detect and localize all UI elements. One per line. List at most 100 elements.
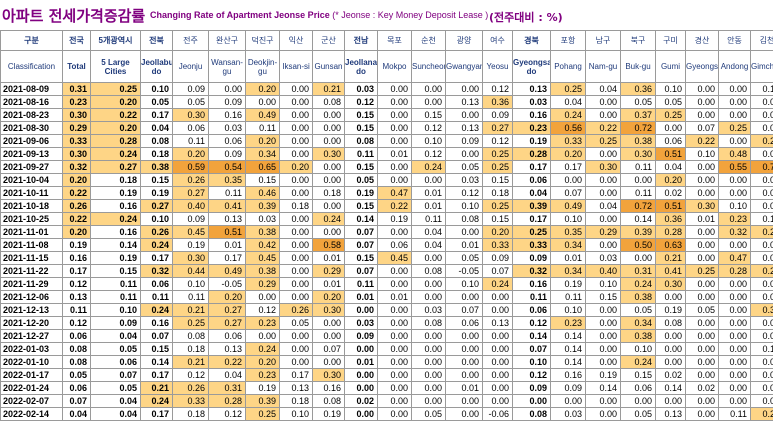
table-cell: 0.08 xyxy=(62,342,91,356)
table-cell: 0.00 xyxy=(585,316,621,330)
table-cell: 0.13 xyxy=(208,212,246,226)
table-cell: 0.00 xyxy=(750,173,773,187)
table-cell: 0.11 xyxy=(344,147,378,161)
table-cell: 0.27 xyxy=(90,160,141,174)
table-cell: 0.19 xyxy=(312,407,345,421)
column-header-en: Gwangyang xyxy=(445,50,483,83)
table-cell: 0.22 xyxy=(62,186,91,200)
table-cell: 0.14 xyxy=(585,381,621,395)
table-cell: 0.24 xyxy=(245,342,280,356)
table-cell: 0.36 xyxy=(482,95,513,109)
table-cell: 0.10 xyxy=(512,355,551,369)
table-cell: 0.38 xyxy=(620,290,656,304)
table-cell: 0.07 xyxy=(685,121,719,135)
table-cell: 0.24 xyxy=(620,355,656,369)
table-cell: 0.45 xyxy=(377,251,412,265)
table-cell: 0.03 xyxy=(445,173,483,187)
table-cell: 0.22 xyxy=(377,199,412,213)
table-cell: 0.00 xyxy=(655,394,686,408)
column-header-ko: 전주 xyxy=(172,30,209,51)
table-cell: 0.19 xyxy=(344,186,378,200)
table-cell: 0.00 xyxy=(445,147,483,161)
column-header-ko: 5개광역시 xyxy=(90,30,141,51)
table-cell: 0.24 xyxy=(750,264,773,278)
table-cell: 0.00 xyxy=(411,95,446,109)
table-cell: 0.10 xyxy=(140,212,173,226)
table-cell: 0.00 xyxy=(620,251,656,265)
table-cell: 0.25 xyxy=(655,108,686,122)
table-cell: 0.00 xyxy=(685,316,719,330)
table-cell: 0.17 xyxy=(279,368,313,382)
table-cell: 0.00 xyxy=(620,173,656,187)
table-row: 2021-10-11 0.22 0.19 0.19 0.27 0.11 0.46 0.00 0.… xyxy=(0,186,773,200)
table-cell: 0.15 xyxy=(482,173,513,187)
column-header-ko: 덕진구 xyxy=(245,30,280,51)
table-cell: 0.00 xyxy=(482,368,513,382)
table-cell: 0.00 xyxy=(411,329,446,343)
table-cell: 0.07 xyxy=(344,238,378,252)
table-cell: 0.22 xyxy=(62,212,91,226)
column-header-en: Nam-gu xyxy=(585,50,621,83)
table-cell: 0.00 xyxy=(585,147,621,161)
table-cell: 0.30 xyxy=(585,160,621,174)
column-header-en: Yeosu xyxy=(482,50,513,83)
table-cell: 0.24 xyxy=(140,238,173,252)
table-cell: 0.29 xyxy=(585,225,621,239)
table-cell: 0.00 xyxy=(655,329,686,343)
table-cell: 0.17 xyxy=(62,264,91,278)
table-cell: 0.00 xyxy=(482,381,513,395)
table-cell: 0.40 xyxy=(585,264,621,278)
table-cell: 0.00 xyxy=(245,329,280,343)
column-header-en: Andong xyxy=(718,50,751,83)
table-cell: 0.00 xyxy=(411,342,446,356)
table-cell: 0.34 xyxy=(550,264,586,278)
table-cell: 0.27 xyxy=(208,316,246,330)
table-row: 2021-09-27 0.32 0.27 0.38 0.59 0.54 0.65 0.20 0.… xyxy=(0,160,773,174)
table-cell: 0.38 xyxy=(140,160,173,174)
column-header-en: 5 Large Cities xyxy=(90,50,141,83)
table-cell: 0.12 xyxy=(62,316,91,330)
table-cell: 0.38 xyxy=(245,225,280,239)
table-row: 2021-12-06 0.13 0.11 0.11 0.11 0.20 0.00 0.00 0.… xyxy=(0,290,773,304)
table-cell: 0.00 xyxy=(655,342,686,356)
table-cell: 0.00 xyxy=(445,329,483,343)
table-cell: 0.20 xyxy=(172,147,209,161)
table-cell: 0.41 xyxy=(655,264,686,278)
table-cell: 0.14 xyxy=(344,212,378,226)
table-cell: 0.00 xyxy=(344,342,378,356)
table-cell: 0.00 xyxy=(685,82,719,96)
table-cell: 0.00 xyxy=(550,394,586,408)
table-cell: 0.04 xyxy=(655,160,686,174)
table-cell: 0.00 xyxy=(718,277,751,291)
table-cell: 0.18 xyxy=(172,342,209,356)
table-cell: 0.28 xyxy=(90,134,141,148)
table-cell: 0.28 xyxy=(512,147,551,161)
table-cell: 0.54 xyxy=(208,160,246,174)
table-cell: 0.00 xyxy=(445,225,483,239)
table-cell: 0.39 xyxy=(245,394,280,408)
table-cell: 0.14 xyxy=(655,381,686,395)
table-cell: 0.00 xyxy=(685,186,719,200)
table-cell: 0.00 xyxy=(377,355,412,369)
table-cell: 0.08 xyxy=(344,134,378,148)
table-cell: 0.24 xyxy=(90,147,141,161)
table-cell: 0.32 xyxy=(512,264,551,278)
table-cell: 0.00 xyxy=(377,108,412,122)
table-cell: 0.11 xyxy=(62,303,91,317)
table-cell: 0.00 xyxy=(685,277,719,291)
column-header-ko: 구분 xyxy=(0,30,63,51)
table-cell: 0.25 xyxy=(750,134,773,148)
table-cell: 0.24 xyxy=(90,212,141,226)
table-cell: 0.16 xyxy=(208,108,246,122)
table-cell: 0.00 xyxy=(279,238,313,252)
table-cell: 0.19 xyxy=(62,238,91,252)
table-cell: 0.06 xyxy=(62,381,91,395)
table-cell: 0.15 xyxy=(585,290,621,304)
table-cell: 0.00 xyxy=(718,368,751,382)
table-cell: 0.09 xyxy=(344,329,378,343)
table-cell: 0.23 xyxy=(245,316,280,330)
jeonse-rate-table: 구분 전국 5개광역시 전북 전주 완산구 덕진구 익산 군산 전남 목포 순천 광양 여수 경북 포항 남구 북… xyxy=(0,30,773,421)
table-cell: 0.41 xyxy=(208,199,246,213)
table-cell: 0.11 xyxy=(245,121,280,135)
table-cell: 0.32 xyxy=(718,225,751,239)
